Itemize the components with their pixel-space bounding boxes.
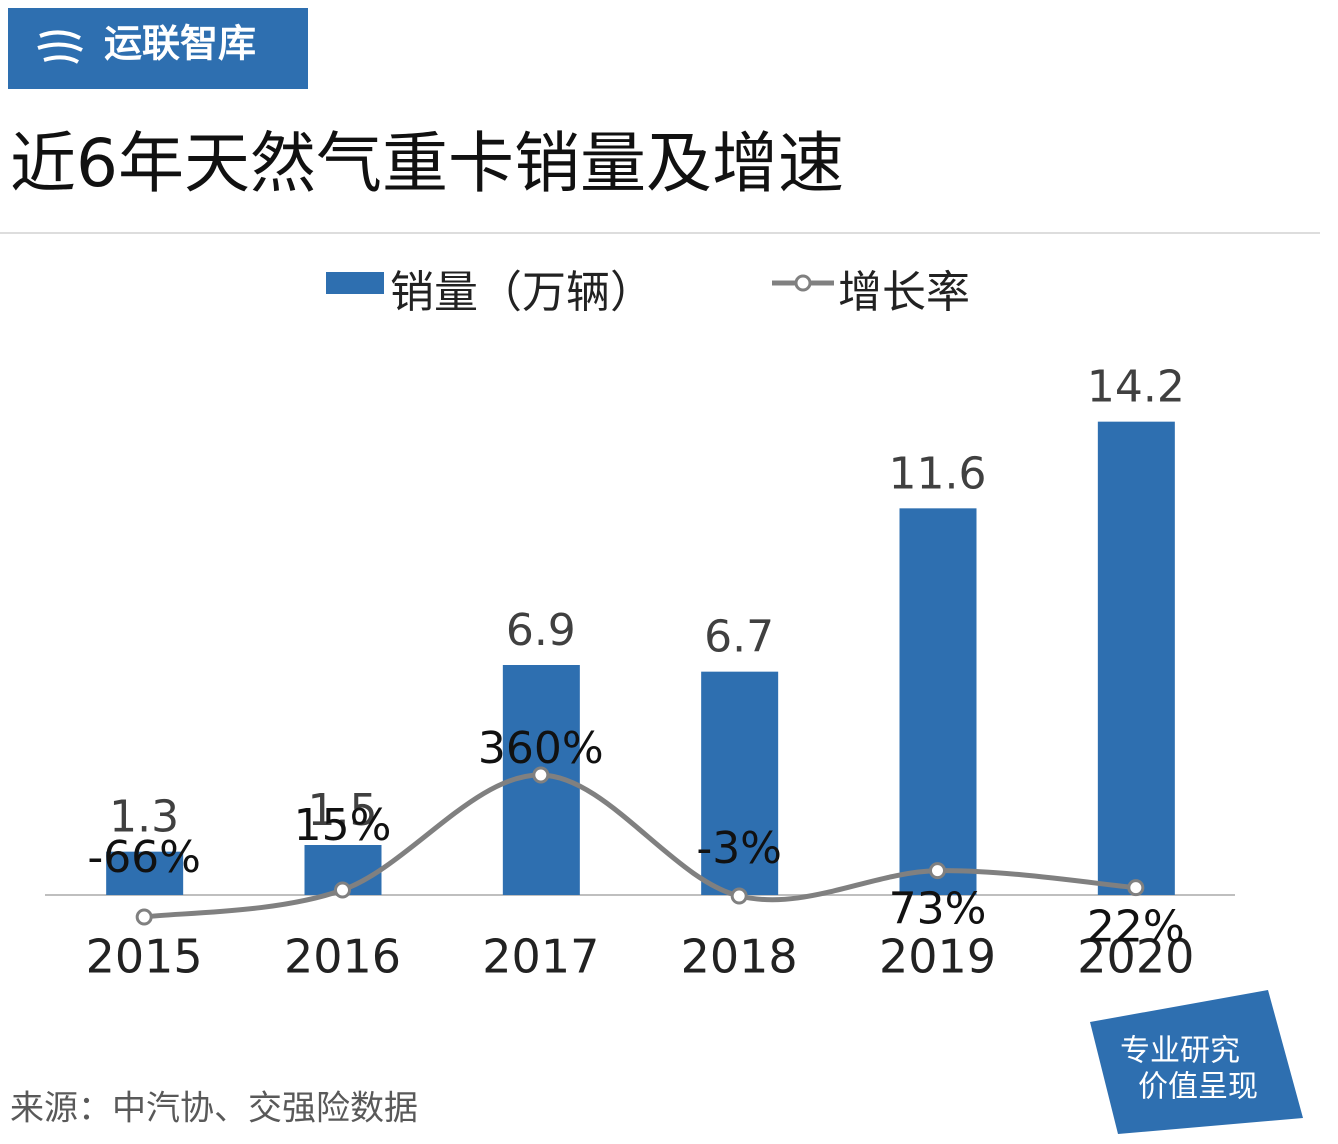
bar: [701, 671, 779, 895]
growth-value-label: -3%: [696, 823, 782, 874]
growth-point: [334, 881, 351, 899]
logo-text: 运联智库: [104, 22, 256, 66]
growth-point: [1127, 879, 1145, 897]
bar-value-label: 1.5: [308, 785, 378, 836]
growth-point: [929, 862, 946, 880]
logo-icon: [37, 30, 83, 64]
growth-point: [532, 766, 550, 784]
chart-title: 近6年天然气重卡销量及增速: [10, 125, 844, 202]
x-tick-label: 2020: [1077, 930, 1194, 984]
x-tick-label: 2018: [681, 930, 798, 984]
badge-text: 价值呈现: [1138, 1070, 1258, 1105]
logo-box: [8, 8, 308, 89]
bar: [106, 851, 184, 895]
growth-point: [730, 887, 748, 905]
x-tick-label: 2017: [482, 930, 599, 984]
bar-value-label: 14.2: [1087, 362, 1185, 413]
bar: [1097, 421, 1175, 895]
growth-point: [135, 908, 153, 926]
x-tick-label: 2016: [284, 930, 401, 984]
growth-value-label: 73%: [889, 884, 987, 935]
x-tick-label: 2019: [879, 930, 996, 984]
plot: 2015 2016 2017 2018 2019 2020 1.3 1.5 6.9 6.7 11.6…: [45, 362, 1235, 984]
legend-marker: [794, 274, 812, 292]
bar: [899, 508, 977, 895]
growth-line: [143, 772, 1137, 920]
bar-value-label: 1.3: [109, 792, 179, 843]
bar-value-label: 6.9: [506, 605, 576, 656]
growth-value-label: 360%: [478, 723, 604, 774]
badge: [1090, 990, 1303, 1134]
legend-label: 销量（万辆）: [390, 267, 654, 318]
legend-swatch-bar: [326, 272, 384, 294]
bar-value-label: 6.7: [704, 612, 774, 663]
legend-label: 增长率: [838, 267, 970, 318]
growth-value-label: 15%: [294, 800, 392, 851]
growth-value-label: -66%: [87, 832, 201, 883]
badge-text: 专业研究: [1120, 1034, 1240, 1069]
source: 来源：中汽协、交强险数据: [10, 1089, 418, 1129]
growth-value-label: 22%: [1087, 902, 1185, 953]
bar-value-label: 11.6: [889, 448, 987, 499]
x-tick-label: 2015: [86, 930, 203, 984]
